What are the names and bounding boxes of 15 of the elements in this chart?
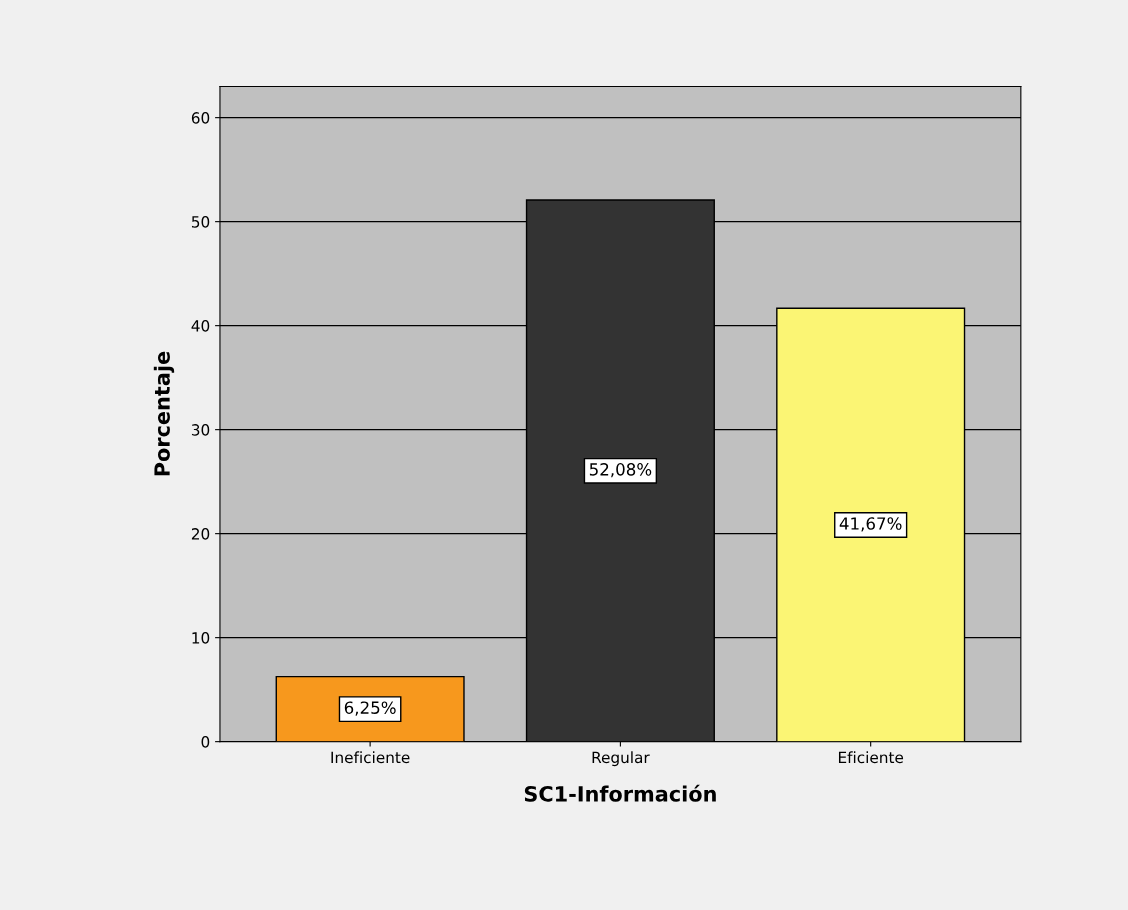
y-tick-label: 60 (191, 112, 210, 124)
x-tick-label: Ineficiente (331, 751, 410, 764)
x-tick-label: Eficiente (838, 751, 904, 764)
data-label: 41,67% (839, 517, 902, 532)
x-tick-label: Regular (592, 751, 650, 767)
y-tick-label: 50 (191, 216, 210, 228)
x-axis-title: SC1-Información (524, 784, 716, 802)
y-tick-label: 0 (201, 736, 210, 748)
data-label: 52,08% (589, 463, 652, 478)
y-tick-label: 10 (192, 632, 210, 644)
y-tick-label: 30 (191, 424, 210, 436)
y-tick-label: 20 (191, 528, 210, 540)
y-tick-label: 40 (191, 320, 210, 332)
y-axis-title: Porcentaje (153, 351, 175, 476)
data-label: 6,25% (344, 701, 396, 716)
